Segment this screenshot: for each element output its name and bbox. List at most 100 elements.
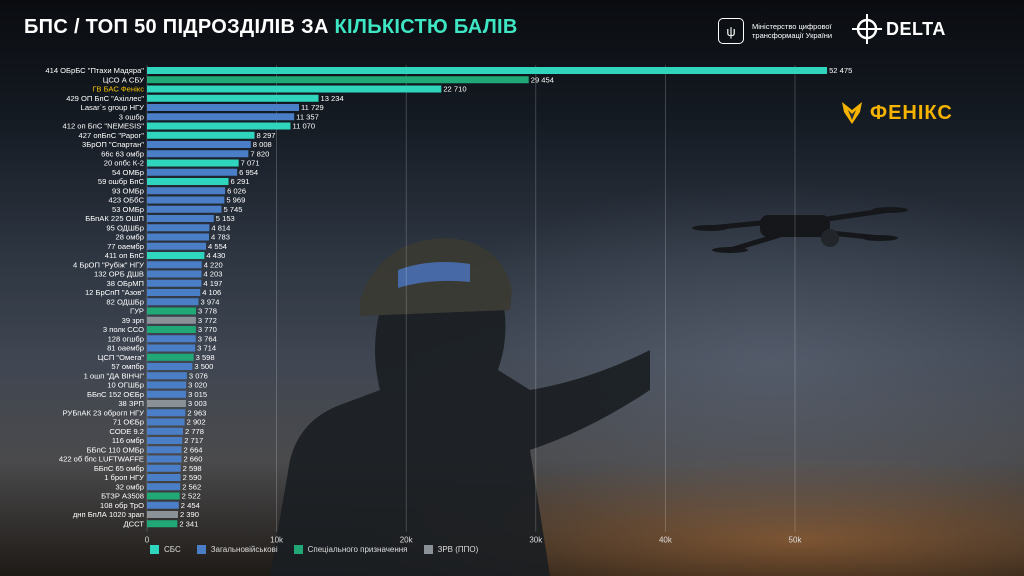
bar-value-label: 2 778 bbox=[185, 427, 204, 436]
bar-value-label: 2 341 bbox=[179, 519, 198, 528]
bar-category-label: 39 зрп bbox=[122, 316, 144, 325]
page-title: БПС / ТОП 50 ПІДРОЗДІЛІВ ЗА КІЛЬКІСТЮ БА… bbox=[24, 16, 518, 39]
legend-item-zrv: ЗРВ (ППО) bbox=[423, 545, 479, 554]
bar-category-label: 108 обр ТрО bbox=[100, 501, 144, 510]
bar-value-label: 3 770 bbox=[198, 325, 217, 334]
bar-value-label: 2 522 bbox=[182, 492, 201, 501]
bar bbox=[147, 483, 181, 491]
bar-category-label: 38 ЗРП bbox=[118, 399, 144, 408]
bar bbox=[147, 474, 181, 481]
bar-value-label: 3 500 bbox=[194, 362, 213, 371]
bar bbox=[147, 455, 182, 463]
drone-image bbox=[692, 207, 908, 253]
bar-value-label: 3 598 bbox=[196, 353, 215, 362]
bar-value-label: 7 071 bbox=[241, 159, 260, 168]
bar bbox=[147, 400, 186, 407]
bar-value-label: 3 764 bbox=[198, 334, 217, 343]
chart-legend: СБС Загальновійськові Спеціального призн… bbox=[150, 545, 478, 554]
phoenix-logo: ФЕНІКС bbox=[840, 100, 953, 126]
bar-category-label: 81 оаембр bbox=[107, 344, 144, 353]
legend-label-zrv: ЗРВ (ППО) bbox=[437, 545, 479, 554]
bar-value-label: 4 220 bbox=[204, 260, 223, 269]
bar bbox=[147, 353, 194, 361]
bar-value-label: 2 598 bbox=[183, 464, 202, 473]
bar-category-label: 429 ОП БпС "Ахіллес" bbox=[66, 94, 144, 103]
bar-value-label: 6 026 bbox=[227, 186, 246, 195]
bar bbox=[147, 381, 187, 389]
legend-label-sbs: СБС bbox=[164, 545, 181, 554]
bar bbox=[147, 270, 202, 278]
bar bbox=[147, 215, 214, 222]
bar-category-label: 1 ошп "ДА ВІНЧІ" bbox=[84, 371, 145, 380]
phoenix-logo-text: ФЕНІКС bbox=[870, 101, 953, 124]
bar-value-label: 3 015 bbox=[188, 390, 207, 399]
bar bbox=[147, 344, 196, 352]
x-tick-label: 40k bbox=[659, 536, 673, 545]
bar-value-label: 5 745 bbox=[223, 205, 242, 214]
bar bbox=[147, 261, 202, 269]
bar-value-label: 8 297 bbox=[257, 131, 276, 140]
legend-swatch-special bbox=[293, 545, 303, 554]
bar-value-label: 2 717 bbox=[184, 436, 203, 445]
bar bbox=[147, 178, 229, 185]
legend-swatch-sbs bbox=[150, 545, 159, 554]
bar bbox=[147, 252, 205, 259]
bar-value-label: 2 590 bbox=[183, 473, 202, 482]
bar-value-label: 11 357 bbox=[296, 112, 319, 121]
bar-value-label: 2 660 bbox=[183, 455, 202, 464]
bar bbox=[147, 446, 182, 454]
bar-category-label: 53 ОМБр bbox=[112, 205, 144, 214]
x-tick-label: 30k bbox=[529, 536, 543, 545]
bar-category-label: 95 ОДШБр bbox=[106, 223, 144, 232]
bar-value-label: 8 008 bbox=[253, 140, 272, 149]
bar-category-label: БТЗР А3508 bbox=[101, 492, 144, 501]
bar-value-label: 3 020 bbox=[188, 381, 207, 390]
bar-value-label: 11 729 bbox=[301, 103, 324, 112]
bar bbox=[147, 501, 179, 509]
bar-category-label: 59 ошбр БпС bbox=[98, 177, 145, 186]
bar bbox=[147, 372, 187, 380]
bar bbox=[147, 279, 202, 287]
bar-value-label: 4 197 bbox=[203, 279, 222, 288]
bar-category-label: 3 ошбр bbox=[119, 112, 144, 121]
bar-category-label: 71 ОЄБр bbox=[113, 418, 144, 427]
bar-category-label: 4 БрОП "Рубіж" НГУ bbox=[73, 260, 144, 269]
legend-label-special: Спеціального призначення bbox=[307, 545, 408, 554]
bar bbox=[147, 187, 226, 195]
bar bbox=[147, 122, 291, 130]
bar-value-label: 4 106 bbox=[202, 288, 221, 297]
bar bbox=[147, 94, 319, 102]
bar-category-label: 132 ОРБ ДШВ bbox=[94, 270, 144, 279]
bar-category-label: 32 омбр bbox=[116, 482, 145, 491]
bar bbox=[147, 242, 207, 250]
bar bbox=[147, 511, 178, 518]
bar-category-label: 422 об бпс LUFTWAFFE bbox=[59, 455, 144, 464]
bar-value-label: 2 562 bbox=[182, 482, 201, 491]
bar-category-label: ББпС 152 ОЄБр bbox=[87, 390, 144, 399]
bar bbox=[147, 113, 295, 121]
ministry-logo: ψ Міністерство цифрової трансформації Ук… bbox=[718, 18, 852, 44]
bar-category-label: 128 огшбр bbox=[108, 334, 144, 343]
bar-category-label: 116 омбр bbox=[112, 436, 144, 445]
bar-value-label: 4 430 bbox=[206, 251, 225, 260]
bar-value-label: 7 820 bbox=[250, 149, 269, 158]
bar bbox=[147, 427, 184, 435]
bar-category-label: 1 брoп НГУ bbox=[104, 473, 144, 482]
bar bbox=[147, 141, 251, 148]
bar bbox=[147, 492, 180, 500]
bar-category-label: 28 омбр bbox=[116, 233, 145, 242]
title-accent: КІЛЬКІСТЮ БАЛІВ bbox=[334, 16, 518, 38]
bar-category-label: 20 опбс К-2 bbox=[104, 159, 144, 168]
bar bbox=[147, 409, 186, 417]
bar-category-label: ББпС 110 ОМБр bbox=[87, 445, 144, 454]
bar-category-label: ББпАК 225 ОШП bbox=[85, 214, 144, 223]
bar bbox=[147, 335, 196, 343]
legend-swatch-general bbox=[196, 545, 206, 554]
x-tick-label: 0 bbox=[145, 536, 150, 545]
bar-category-label: CODE 9.2 bbox=[109, 427, 144, 436]
bar-value-label: 4 203 bbox=[203, 270, 222, 279]
bar-value-label: 4 783 bbox=[211, 233, 230, 242]
bar-category-label: ЦСП "Омега" bbox=[98, 353, 145, 362]
bar-category-label: ЦСО А СБУ bbox=[103, 75, 144, 84]
